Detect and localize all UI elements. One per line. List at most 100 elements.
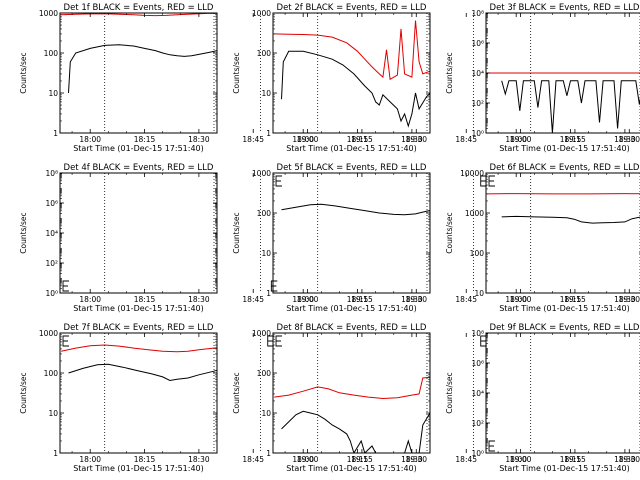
x-tick-label: 18:30 — [401, 135, 423, 144]
e-marker — [275, 335, 283, 347]
y-tick-label: 1 — [266, 129, 271, 138]
x-tick-label: 19:15 — [351, 135, 373, 144]
y-tick-label: 10 — [261, 249, 271, 258]
x-tick-label: 19:30 — [618, 135, 640, 144]
y-tick-label: 1 — [266, 449, 271, 458]
x-axis-label: Start Time (01-Dec-15 17:51:40) — [286, 464, 417, 473]
y-axis-label: Counts/sec — [19, 52, 28, 93]
panel-title: Det 5f BLACK = Events, RED = LLD — [277, 163, 427, 173]
detector-panel-8: Det 8f BLACK = Events, RED = LLD Counts/s… — [232, 323, 640, 473]
y-tick-label: 10⁴ — [471, 389, 484, 398]
x-axis-label: Start Time (01-Dec-15 17:51:40) — [73, 464, 204, 473]
y-tick-label: 10 — [48, 89, 58, 98]
plot-frame — [485, 172, 640, 294]
y-tick-label: 10⁸ — [471, 329, 484, 338]
x-tick-label: 18:30 — [614, 295, 636, 304]
e-marker — [62, 280, 70, 292]
y-tick-label: 100 — [470, 249, 485, 258]
x-tick-label: 18:30 — [401, 455, 423, 464]
x-tick-label: 19:15 — [564, 295, 586, 304]
y-tick-label: 10⁴ — [471, 69, 484, 78]
x-tick-label: 18:00 — [79, 295, 101, 304]
x-tick-label: 18:30 — [188, 295, 210, 304]
x-tick-label: 18:15 — [134, 455, 156, 464]
x-tick-label: 19:30 — [618, 295, 640, 304]
x-tick-label: 18:00 — [505, 135, 527, 144]
panel-title: Det 8f BLACK = Events, RED = LLD — [277, 323, 427, 333]
e-marker — [62, 335, 70, 347]
y-tick-label: 100 — [257, 369, 272, 378]
panel-title: Det 9f BLACK = Events, RED = LLD — [490, 323, 640, 333]
x-tick-label: 18:15 — [134, 295, 156, 304]
x-tick-label: 18:00 — [292, 455, 314, 464]
x-axis-label: Start Time (01-Dec-15 17:51:40) — [286, 144, 417, 153]
y-tick-label: 10 — [474, 289, 484, 298]
x-tick-label: 18:00 — [292, 135, 314, 144]
y-tick-label: 10 — [261, 409, 271, 418]
y-axis-label: Counts/sec — [19, 372, 28, 413]
x-tick-label: 18:45 — [242, 135, 264, 144]
lld-series-line — [274, 20, 430, 81]
y-tick-label: 10 — [261, 89, 271, 98]
x-tick-label: 19:15 — [351, 295, 373, 304]
x-tick-label: 18:30 — [401, 295, 423, 304]
x-tick-label: 18:15 — [347, 135, 369, 144]
x-tick-label: 18:15 — [134, 135, 156, 144]
x-tick-label: 18:30 — [614, 135, 636, 144]
y-axis-label: Counts/sec — [232, 212, 241, 253]
x-tick-label: 18:00 — [505, 295, 527, 304]
x-tick-label: 18:45 — [455, 455, 477, 464]
panel-title: Det 2f BLACK = Events, RED = LLD — [277, 3, 427, 13]
x-axis-label: Start Time (01-Dec-15 17:51:40) — [499, 304, 630, 313]
y-tick-label: 10⁸ — [471, 9, 484, 18]
e-marker — [488, 440, 496, 452]
x-tick-label: 18:15 — [347, 295, 369, 304]
detector-panel-6: Det 6f BLACK = Events, RED = LLD Counts/s… — [445, 163, 640, 313]
y-tick-label: 10² — [471, 99, 484, 108]
x-tick-label: 18:15 — [347, 455, 369, 464]
y-tick-label: 10² — [45, 259, 58, 268]
e-marker — [275, 175, 283, 187]
y-tick-label: 100 — [257, 209, 272, 218]
x-axis-label: Start Time (01-Dec-15 17:51:40) — [286, 304, 417, 313]
x-axis-label: Start Time (01-Dec-15 17:51:40) — [73, 144, 204, 153]
detector-panel-5: Det 5f BLACK = Events, RED = LLD Counts/s… — [232, 163, 640, 313]
y-tick-label: 1 — [266, 289, 271, 298]
events-series-line — [281, 410, 430, 453]
plot-frame — [485, 332, 640, 454]
plot-frame — [59, 332, 218, 454]
plot-frame — [59, 12, 218, 134]
x-tick-label: 19:00 — [297, 135, 319, 144]
panel-title: Det 4f BLACK = Events, RED = LLD — [64, 163, 214, 173]
x-tick-label: 18:00 — [79, 455, 101, 464]
y-tick-label: 1000 — [465, 209, 484, 218]
x-axis-label: Start Time (01-Dec-15 17:51:40) — [73, 304, 204, 313]
x-tick-label: 19:30 — [405, 135, 427, 144]
x-tick-label: 19:15 — [564, 135, 586, 144]
lld-series-line — [61, 13, 217, 17]
x-tick-label: 19:30 — [405, 295, 427, 304]
y-tick-label: 100 — [44, 49, 59, 58]
events-series-line — [68, 363, 217, 382]
y-tick-label: 10⁶ — [471, 359, 484, 368]
y-tick-label: 1000 — [252, 329, 271, 338]
y-tick-label: 10⁰ — [471, 449, 484, 458]
e-marker — [270, 280, 278, 292]
e-marker — [480, 335, 487, 347]
y-tick-label: 100 — [257, 49, 272, 58]
x-tick-label: 18:30 — [188, 135, 210, 144]
panel-title: Det 7f BLACK = Events, RED = LLD — [64, 323, 214, 333]
x-tick-label: 18:45 — [455, 295, 477, 304]
panel-title: Det 3f BLACK = Events, RED = LLD — [490, 3, 640, 13]
y-tick-label: 100 — [44, 369, 59, 378]
x-axis-label: Start Time (01-Dec-15 17:51:40) — [499, 144, 630, 153]
y-axis-label: Counts/sec — [19, 212, 28, 253]
y-tick-label: 10000 — [460, 169, 484, 178]
e-marker — [480, 175, 487, 187]
y-tick-label: 10⁰ — [45, 289, 58, 298]
detector-panel-1: Det 1f BLACK = Events, RED = LLD Counts/s… — [19, 3, 427, 153]
y-tick-label: 10⁰ — [471, 129, 484, 138]
plot-frame — [272, 12, 431, 134]
y-tick-label: 10² — [471, 419, 484, 428]
x-axis-label: Start Time (01-Dec-15 17:51:40) — [499, 464, 630, 473]
